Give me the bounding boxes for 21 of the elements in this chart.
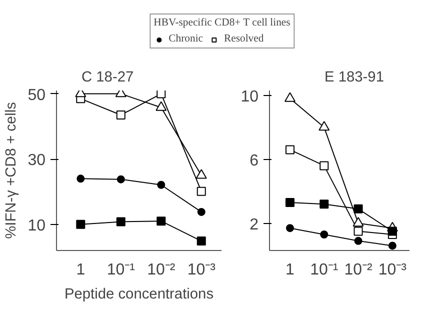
x-tick-label: 1 [76, 262, 86, 278]
chart-title: E 183-91 [324, 70, 384, 86]
y-tick-label: 50 [28, 86, 46, 104]
x-tick-label: 10⁻¹ [106, 262, 135, 278]
y-tick-label: 10 [28, 217, 46, 234]
y-tick-label: 10 [240, 88, 259, 106]
legend-label: Chronic [168, 34, 204, 44]
legend-label: Resolved [224, 34, 264, 44]
y-tick-label: 2 [250, 216, 259, 234]
x-tick-label: 10⁻¹ [310, 262, 338, 278]
y-tick-label: 6 [250, 152, 259, 170]
x-tick-label: 10⁻³ [187, 262, 216, 278]
chart-title: C 18-27 [82, 70, 134, 86]
x-axis-title: Peptide concentrations [64, 286, 214, 302]
x-tick-label: 10⁻³ [378, 262, 408, 278]
y-axis-title: %IFN-γ +CD8 + cells [4, 102, 20, 239]
x-tick-label: 1 [286, 262, 295, 278]
y-tick-label: 30 [28, 152, 46, 170]
legend-title: HBV-specific CD8+ T cell lines [154, 18, 290, 28]
x-tick-label: 10⁻² [344, 262, 374, 278]
x-tick-label: 10⁻² [147, 262, 176, 278]
